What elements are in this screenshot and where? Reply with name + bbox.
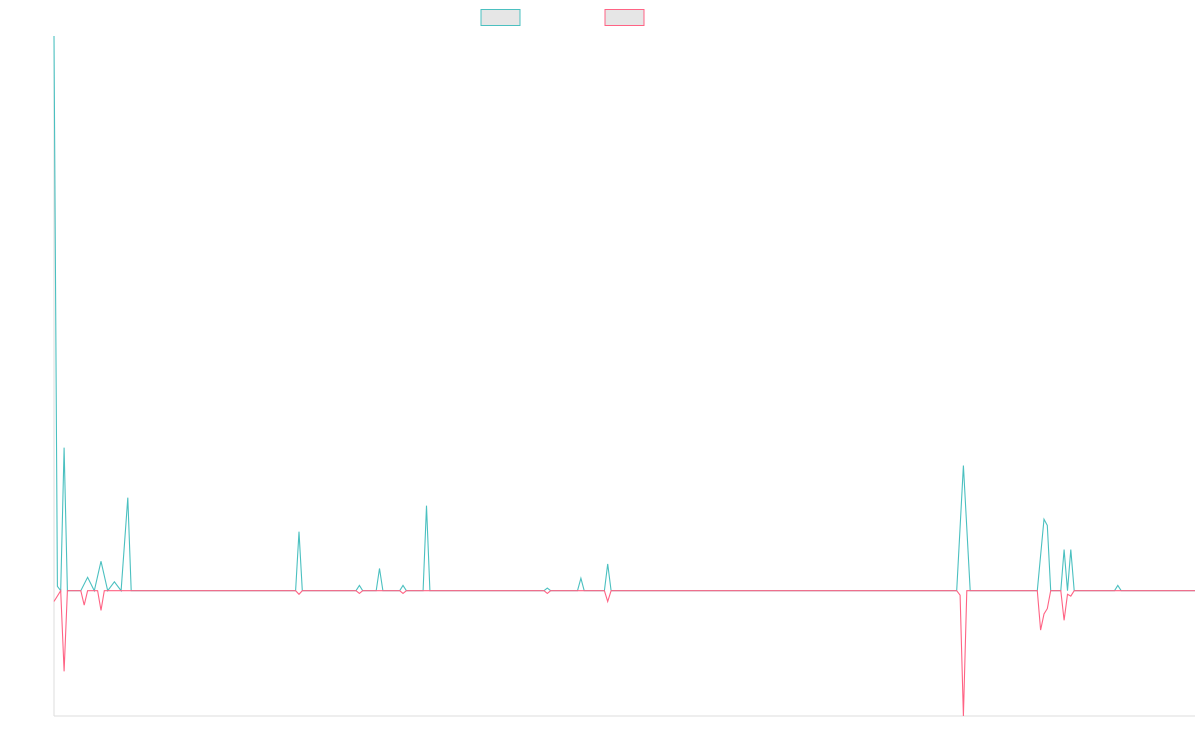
legend	[480, 9, 645, 26]
series-layer	[53, 35, 1195, 717]
legend-swatch-1	[480, 9, 521, 26]
legend-swatch-2	[604, 9, 645, 26]
axes	[53, 36, 1195, 717]
series-line-1	[53, 35, 1195, 593]
series-line-2	[53, 588, 1195, 717]
